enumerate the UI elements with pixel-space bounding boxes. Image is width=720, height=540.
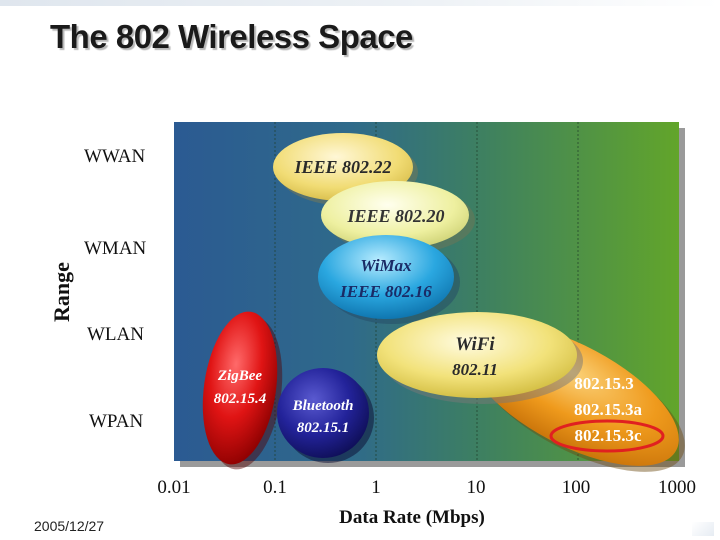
corner-decoration xyxy=(692,522,714,536)
x-tick-0.01: 0.01 xyxy=(157,477,190,498)
x-tick-100: 100 xyxy=(562,477,591,498)
ellipse-wimax xyxy=(318,235,460,324)
label-802-15-3a: 802.15.3a xyxy=(574,400,643,419)
ellipse-wifi xyxy=(377,312,583,404)
label-ieee-802-16: IEEE 802.16 xyxy=(339,282,432,301)
label-wifi: WiFi xyxy=(455,334,495,355)
label-802-15-3: 802.15.3 xyxy=(574,374,634,393)
y-label-wpan: WPAN xyxy=(89,411,143,432)
label-bluetooth: Bluetooth xyxy=(292,398,354,414)
y-label-wlan: WLAN xyxy=(87,324,144,345)
label-wimax: WiMax xyxy=(360,256,412,275)
label-802-11: 802.11 xyxy=(452,360,498,379)
slide-date: 2005/12/27 xyxy=(34,518,105,534)
y-axis-title: Range xyxy=(49,262,74,322)
y-label-wwan: WWAN xyxy=(84,146,145,167)
label-zigbee: ZigBee xyxy=(217,368,262,384)
ellipse-zigbee xyxy=(202,311,283,470)
x-tick-10: 10 xyxy=(467,477,486,498)
top-band xyxy=(0,0,720,6)
ellipse-ieee-802-20 xyxy=(321,181,475,254)
x-tick-1: 1 xyxy=(371,477,381,498)
x-tick-0.1: 0.1 xyxy=(263,477,287,498)
x-tick-1000: 1000 xyxy=(658,477,696,498)
label-802-15-3c: 802.15.3c xyxy=(574,426,642,445)
slide-title: The 802 Wireless Space xyxy=(50,18,413,55)
label-802-15-4: 802.15.4 xyxy=(214,391,267,407)
highlight-ring-802-15-3c xyxy=(549,419,665,453)
ellipse-bluetooth xyxy=(277,368,374,463)
label-802-15-1: 802.15.1 xyxy=(297,420,350,436)
y-label-wman: WMAN xyxy=(84,238,147,259)
label-ieee-802-22: IEEE 802.22 xyxy=(293,157,391,177)
label-ieee-802-20: IEEE 802.20 xyxy=(346,206,444,226)
x-axis-title: Data Rate (Mbps) xyxy=(339,507,485,528)
